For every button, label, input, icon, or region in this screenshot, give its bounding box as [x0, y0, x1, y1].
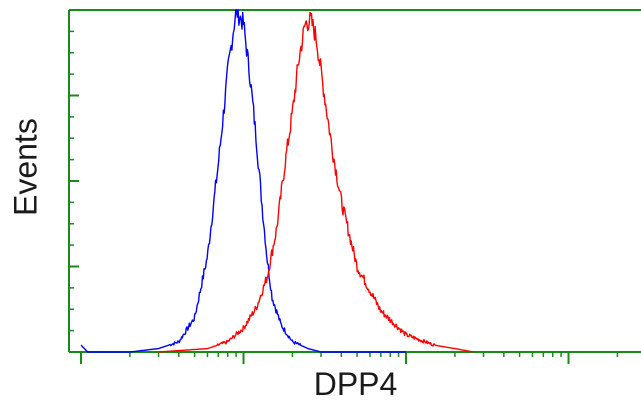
y-axis-label: Events — [7, 118, 44, 216]
series-layer — [80, 9, 474, 353]
series-line-red — [158, 11, 474, 353]
axes — [68, 9, 641, 364]
x-axis-label: DPP4 — [313, 366, 398, 402]
series-line-blue — [80, 9, 406, 353]
